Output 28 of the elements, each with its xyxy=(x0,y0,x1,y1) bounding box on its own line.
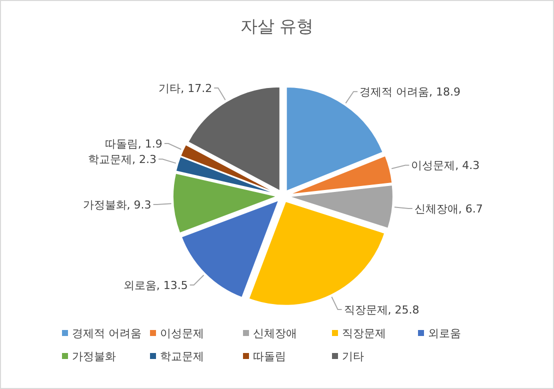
data-label: , 25.8 xyxy=(388,303,420,316)
data-label: , 1.9 xyxy=(138,138,162,151)
chart-title: 자살 유형 xyxy=(240,17,314,37)
legend-label: 가정불화 xyxy=(72,350,116,363)
legend-label: 따돌림 xyxy=(253,350,286,363)
data-label: , 17.2 xyxy=(180,82,212,95)
slice-label: 신체장애 xyxy=(414,202,458,216)
legend-label: 이성문제 xyxy=(160,327,204,340)
slice-label: 경제적 어려움 xyxy=(360,86,430,99)
slice-label: 학교문제 xyxy=(88,153,132,166)
legend-label: 기타 xyxy=(342,350,364,363)
legend-label: 학교문제 xyxy=(160,350,204,363)
slice-label: 직장문제 xyxy=(344,303,388,316)
slice-label: 따돌림 xyxy=(104,138,138,151)
data-label: , 4.3 xyxy=(455,159,480,172)
slice-label: 가정불화 xyxy=(82,198,127,212)
data-label: , 2.3 xyxy=(132,153,157,166)
slice-label: 외로움 xyxy=(123,279,156,292)
legend-label: 직장문제 xyxy=(342,327,386,340)
slice-label: 이성문제 xyxy=(411,159,456,172)
legend-label: 신체장애 xyxy=(253,327,297,340)
data-label: , 6.7 xyxy=(458,202,483,216)
data-label: , 9.3 xyxy=(126,198,152,212)
data-label: , 18.9 xyxy=(429,86,461,99)
legend-label: 외로움 xyxy=(428,327,461,340)
legend-label: 경제적 어려움 xyxy=(72,327,142,340)
slice-label: 기타 xyxy=(158,82,181,95)
data-label: , 13.5 xyxy=(156,279,188,292)
